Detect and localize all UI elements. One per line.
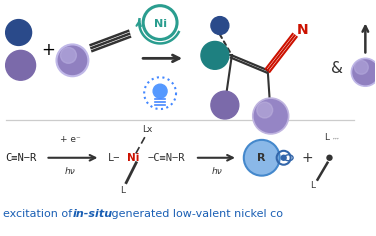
Text: hν: hν	[212, 167, 222, 176]
Text: L−: L−	[108, 153, 121, 163]
Text: in-situ: in-situ	[73, 209, 112, 219]
Text: L: L	[120, 186, 125, 195]
Text: $_{,\!,\!,}$: $_{,\!,\!,}$	[332, 133, 340, 142]
Circle shape	[211, 91, 239, 119]
Circle shape	[257, 102, 273, 118]
Text: + e⁻: + e⁻	[60, 135, 81, 144]
Circle shape	[253, 98, 289, 134]
Circle shape	[153, 84, 167, 98]
Text: C≡N−R: C≡N−R	[6, 153, 37, 163]
Circle shape	[352, 58, 376, 86]
Text: Lx: Lx	[142, 125, 152, 135]
Text: Ni: Ni	[154, 19, 167, 29]
Text: L: L	[310, 181, 315, 190]
Text: N: N	[297, 22, 308, 37]
Text: R: R	[258, 153, 266, 163]
Circle shape	[61, 47, 76, 63]
Circle shape	[281, 155, 286, 160]
Text: hν: hν	[65, 167, 76, 176]
Circle shape	[244, 140, 280, 176]
Text: excitation of: excitation of	[3, 209, 75, 219]
Text: L: L	[324, 133, 329, 142]
Circle shape	[6, 51, 36, 80]
Circle shape	[201, 42, 229, 69]
Text: generated low-valent nickel co: generated low-valent nickel co	[108, 209, 283, 219]
Circle shape	[56, 44, 88, 76]
Circle shape	[355, 60, 368, 74]
Circle shape	[211, 17, 229, 34]
Text: +: +	[302, 151, 313, 165]
Circle shape	[6, 20, 32, 45]
Text: &: &	[332, 61, 343, 76]
Text: +: +	[42, 41, 55, 59]
Circle shape	[327, 155, 332, 160]
Text: Ni: Ni	[127, 153, 139, 163]
Text: −C≡N−R: −C≡N−R	[147, 153, 185, 163]
